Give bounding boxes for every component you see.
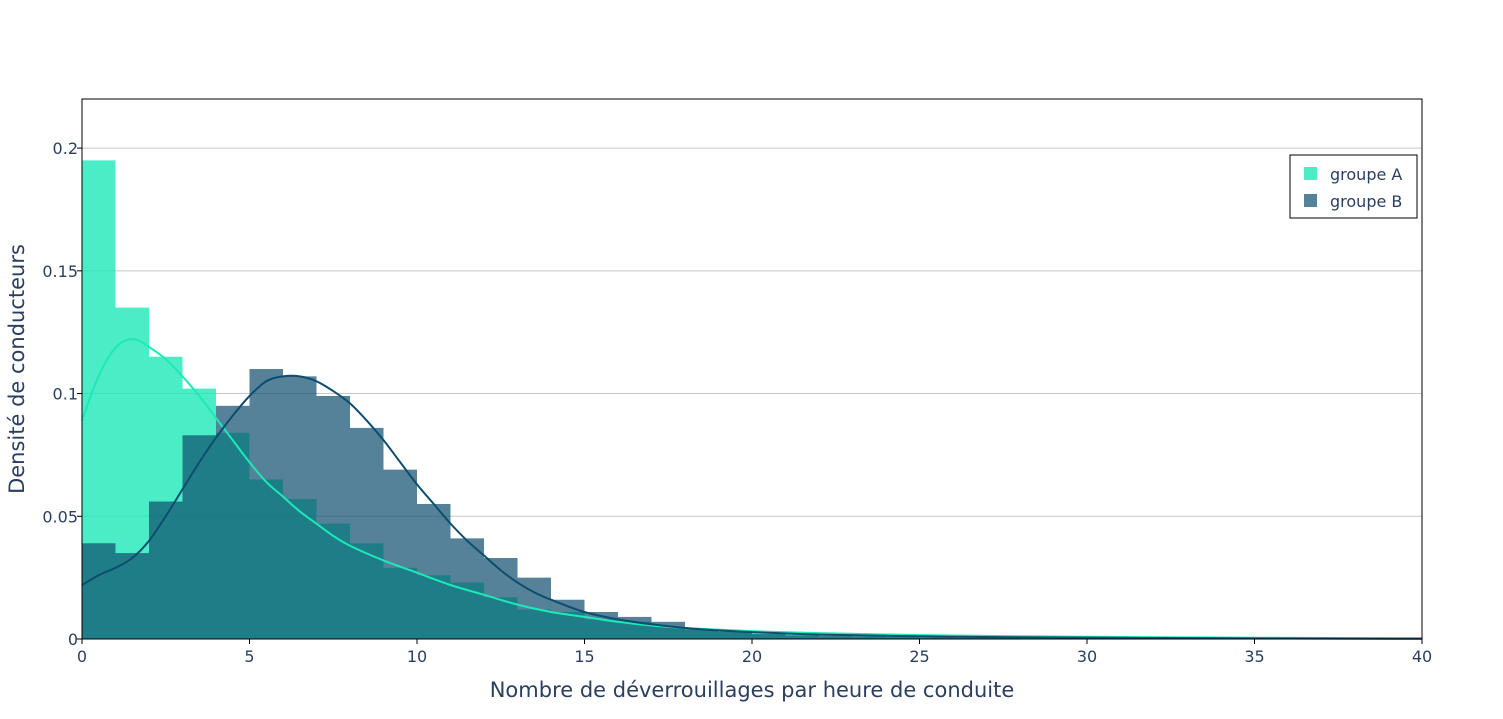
kde-line-series-1 [81,374,1423,640]
bar-series-1-bin-20 [752,634,786,639]
bar-series-1-bin-9 [383,469,417,639]
bar-series-1-bin-5 [249,369,283,639]
legend-label-groupe-b: groupe B [1330,192,1402,211]
bar-series-1-bin-1 [115,553,149,639]
x-axis-title: Nombre de déverrouillages par heure de c… [490,678,1015,702]
bar-series-1-bin-26 [953,637,987,639]
legend-swatch-groupe-b [1304,194,1317,207]
bar-series-1-bin-3 [182,435,216,639]
bar-series-1-bin-24 [886,637,920,639]
bar-series-1-bin-2 [149,501,183,639]
bar-series-1-bin-21 [785,635,819,639]
bar-series-1-bin-8 [350,427,384,639]
x-tick-label-4: 20 [742,647,762,666]
x-tick-label-0: 0 [77,647,87,666]
bar-series-1-bin-10 [417,504,451,639]
y-axis-title: Densité de conducteurs [5,244,29,494]
y-tick-label-0: 0 [68,630,78,649]
bar-series-1-bin-25 [919,637,953,639]
kde-layer [81,338,1423,640]
x-tick-label-7: 35 [1244,647,1264,666]
x-tick-label-1: 5 [244,647,254,666]
y-axis: 0 0.05 0.1 0.15 0.2 [42,139,82,649]
bar-series-1-bin-18 [685,629,719,639]
bar-series-1-bin-23 [852,636,886,639]
bar-series-1-bin-11 [450,538,484,639]
legend-box [1289,154,1418,219]
y-tick-label-4: 0.2 [53,139,78,158]
kde-line-series-0 [81,338,1423,640]
legend: groupe A groupe B [1289,154,1418,219]
bar-series-1-bin-6 [283,376,317,639]
x-tick-label-6: 30 [1077,647,1097,666]
bar-series-1-bin-7 [316,396,350,639]
bars-layer [82,160,1422,639]
y-tick-label-3: 0.15 [42,262,78,281]
bar-series-1-bin-0 [82,543,116,639]
y-tick-label-2: 0.1 [53,385,78,404]
legend-label-groupe-a: groupe A [1330,165,1402,184]
x-tick-label-8: 40 [1412,647,1432,666]
legend-swatch-groupe-a [1304,167,1317,180]
y-tick-label-1: 0.05 [42,507,78,526]
bar-series-1-bin-22 [819,636,853,639]
x-tick-label-5: 25 [909,647,929,666]
bar-series-1-bin-19 [718,631,752,639]
x-tick-label-3: 15 [574,647,594,666]
bar-series-1-bin-4 [216,405,250,639]
x-tick-label-2: 10 [407,647,427,666]
x-axis: 0 5 10 15 20 25 30 35 40 [77,639,1432,666]
